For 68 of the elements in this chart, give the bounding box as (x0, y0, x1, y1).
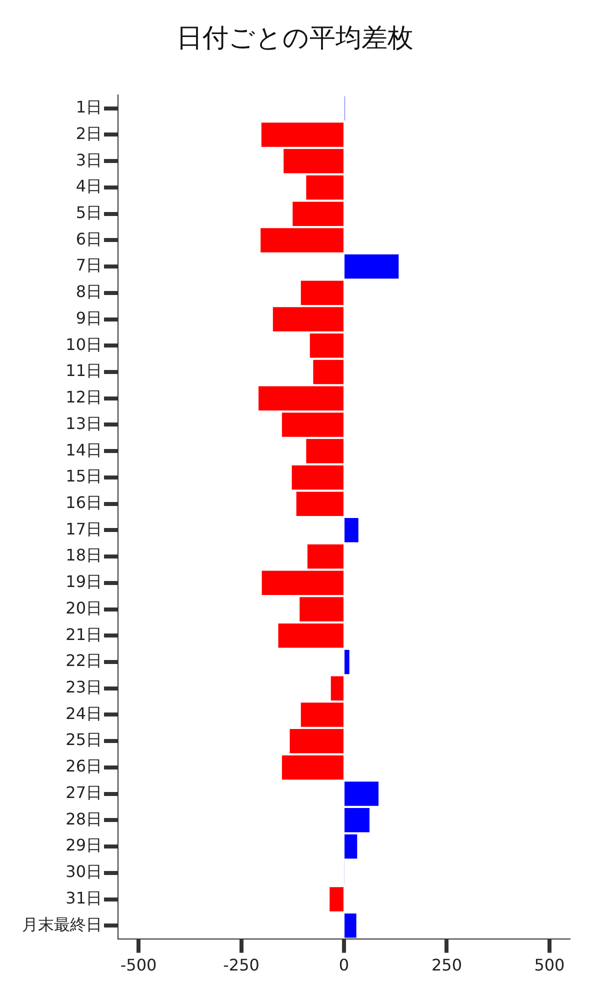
bar (278, 624, 344, 648)
bar (300, 597, 344, 622)
bar (296, 492, 344, 516)
bar (306, 175, 344, 200)
chart-title: 日付ごとの平均差枚 (176, 23, 414, 54)
y-tick-label: 30日 (66, 862, 102, 882)
y-tick-label: 14日 (66, 440, 102, 460)
x-tick-label: -250 (223, 956, 260, 975)
y-tick-label: 25日 (66, 730, 102, 750)
bar (307, 544, 344, 569)
y-tick-label: 26日 (66, 756, 102, 776)
y-tick-label: 19日 (66, 572, 102, 592)
bar (282, 412, 344, 437)
y-tick-label: 11日 (66, 361, 102, 380)
y-tick-label: 2日 (76, 124, 102, 143)
bar (344, 808, 370, 832)
bar (272, 307, 344, 332)
y-tick-label: 9日 (76, 308, 102, 328)
bar (300, 280, 344, 306)
bar (306, 438, 344, 464)
y-tick-label: 31日 (66, 888, 102, 908)
y-tick-label: 7日 (76, 256, 102, 275)
bar (344, 913, 356, 938)
y-tick-label: 27日 (66, 782, 102, 802)
x-tick-label: -500 (120, 956, 157, 975)
y-tick-label: 21日 (66, 624, 102, 644)
y-tick-label: 22日 (66, 651, 102, 670)
bar (261, 122, 344, 147)
bar (313, 360, 344, 384)
y-tick-label: 8日 (76, 282, 102, 302)
y-tick-label: 29日 (66, 836, 102, 855)
bar (344, 650, 350, 674)
bar (330, 676, 344, 700)
y-tick-label: 16日 (66, 492, 102, 512)
bar (262, 570, 344, 596)
y-tick-label: 12日 (66, 388, 102, 407)
y-tick-label: 20日 (66, 598, 102, 618)
bar (300, 702, 344, 727)
bar (344, 254, 399, 279)
y-tick-label: 17日 (66, 519, 102, 538)
bar (310, 334, 344, 358)
y-tick-label: 5日 (76, 202, 102, 222)
y-tick-label: 18日 (66, 546, 102, 565)
y-tick-label: 13日 (66, 414, 102, 433)
bar (292, 202, 344, 226)
bar (284, 148, 344, 174)
bar (282, 755, 344, 780)
y-tick-label: 15日 (66, 466, 102, 486)
bar (344, 834, 358, 859)
y-tick-label: 1日 (76, 98, 102, 117)
y-tick-label: 23日 (66, 678, 102, 697)
bar (292, 465, 344, 490)
bar (344, 518, 358, 542)
bar (260, 228, 344, 252)
bar (290, 728, 344, 754)
bar (344, 782, 379, 806)
bar (330, 887, 344, 912)
y-tick-label: 4日 (76, 176, 102, 196)
y-tick-label: 28日 (66, 809, 102, 828)
x-tick-label: 500 (534, 956, 565, 975)
y-tick-label: 3日 (76, 150, 102, 170)
x-tick-label: 0 (338, 956, 350, 975)
y-tick-label: 10日 (66, 334, 102, 354)
y-tick-label: 月末最終日 (22, 914, 102, 934)
x-tick-label: 250 (431, 956, 462, 975)
y-tick-label: 24日 (66, 704, 102, 723)
y-tick-label: 6日 (76, 229, 102, 248)
bar (258, 386, 344, 410)
